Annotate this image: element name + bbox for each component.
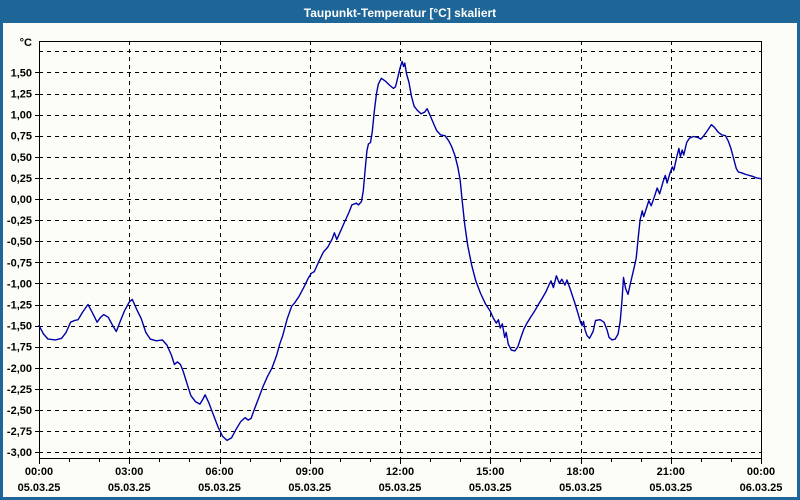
y-tick-label: -1,00: [7, 278, 32, 290]
x-tick-date-label: 05.03.25: [18, 482, 61, 494]
x-tick-time-label: 06:00: [205, 466, 233, 478]
x-tick-time-label: 00:00: [25, 466, 53, 478]
y-tick-label: -3,00: [7, 447, 32, 459]
y-tick-label: 0,50: [11, 152, 32, 164]
y-tick-label: 1,50: [11, 67, 32, 79]
y-tick-label: -1,25: [7, 300, 32, 312]
window-titlebar: Taupunkt-Temperatur [°C] skaliert: [3, 3, 797, 23]
x-tick-date-label: 05.03.25: [198, 482, 241, 494]
y-tick-label: -1,50: [7, 321, 32, 333]
y-tick-label: -2,75: [7, 426, 32, 438]
y-tick-label: -0,50: [7, 236, 32, 248]
x-tick-date-label: 05.03.25: [649, 482, 692, 494]
y-tick-label: -0,25: [7, 215, 32, 227]
x-tick-date-label: 05.03.25: [379, 482, 422, 494]
y-tick-label: 1,25: [11, 89, 32, 101]
y-tick-label: 0,25: [11, 173, 32, 185]
y-tick-label: -2,25: [7, 384, 32, 396]
y-tick-label: 0,75: [11, 131, 32, 143]
y-axis-unit-label: °C: [20, 37, 32, 49]
y-tick-label: 0,00: [11, 194, 32, 206]
chart-area: 1,50 1,25 1,00 0,75 0,50 0,25 0,00 -0,25 -0,50 -0…: [3, 23, 797, 497]
x-tick-date-label: 05.03.25: [108, 482, 151, 494]
x-tick-date-label: 06.03.25: [740, 482, 783, 494]
y-tick-label: -2,00: [7, 363, 32, 375]
x-tick-time-label: 18:00: [566, 466, 594, 478]
x-tick-time-label: 15:00: [476, 466, 504, 478]
y-tick-label: 1,00: [11, 110, 32, 122]
x-tick-time-label: 09:00: [296, 466, 324, 478]
y-tick-label: -0,75: [7, 257, 32, 269]
x-tick-date-label: 05.03.25: [469, 482, 512, 494]
x-tick-time-label: 21:00: [657, 466, 685, 478]
x-tick-time-label: 12:00: [386, 466, 414, 478]
window-title: Taupunkt-Temperatur [°C] skaliert: [303, 6, 497, 20]
temperature-curve: [38, 60, 762, 442]
x-tick-date-label: 05.03.25: [559, 482, 602, 494]
y-tick-label: -2,50: [7, 405, 32, 417]
x-tick-time-label: 00:00: [747, 466, 775, 478]
x-tick-time-label: 03:00: [115, 466, 143, 478]
y-tick-label: -1,75: [7, 342, 32, 354]
chart-canvas: 1,50 1,25 1,00 0,75 0,50 0,25 0,00 -0,25 -0,50 -0…: [7, 37, 783, 494]
x-tick-date-label: 05.03.25: [288, 482, 331, 494]
